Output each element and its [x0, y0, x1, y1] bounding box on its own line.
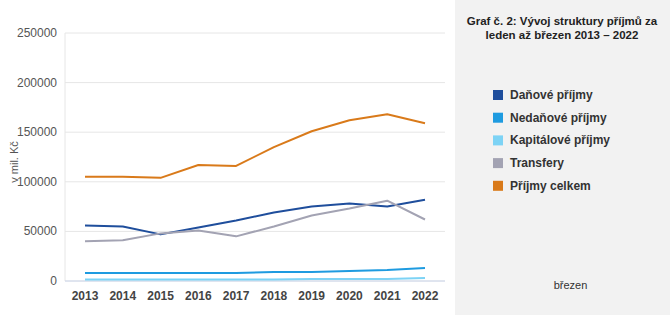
x-tick-label: 2016: [185, 289, 212, 303]
series-line: [85, 278, 425, 279]
chart-wrap: 0 50000 100000 150000 200000 250000 v mil. Kč 2…: [0, 0, 670, 315]
series-line: [85, 268, 425, 273]
x-tick-label: 2022: [412, 289, 439, 303]
grid-line: [65, 33, 445, 34]
x-tick-label: 2018: [261, 289, 288, 303]
legend-swatch: [493, 135, 503, 145]
legend-swatch: [493, 90, 503, 100]
y-tick-label: 150000: [17, 125, 57, 139]
y-axis-line: [65, 33, 66, 281]
series-line: [85, 114, 425, 177]
legend-swatch: [493, 158, 503, 168]
chart-title: Graf č. 2: Vývoj struktury příjmů za led…: [462, 14, 662, 42]
series-line: [85, 200, 425, 235]
series-line: [85, 201, 425, 242]
x-tick-label: 2017: [223, 289, 250, 303]
grid-line: [65, 132, 445, 133]
annotation: březen: [554, 279, 588, 291]
legend-label: Daňové příjmy: [510, 88, 593, 102]
legend-label: Kapitálové příjmy: [510, 133, 610, 147]
x-tick-label: 2019: [298, 289, 325, 303]
legend-label: Transfery: [510, 156, 564, 170]
grid-line: [65, 181, 445, 182]
chart-svg: 0 50000 100000 150000 200000 250000 v mil. Kč 2…: [0, 0, 670, 315]
x-tick-label: 2014: [109, 289, 136, 303]
x-axis-line: [65, 281, 445, 282]
x-tick-label: 2021: [374, 289, 401, 303]
legend-swatch: [493, 181, 503, 191]
x-tick-label: 2015: [147, 289, 174, 303]
y-tick-label: 100000: [17, 175, 57, 189]
y-tick-label: 50000: [24, 224, 58, 238]
legend-panel: [455, 0, 670, 315]
series-group: [85, 114, 425, 279]
y-tick-label: 0: [50, 274, 57, 288]
y-tick-label: 250000: [17, 26, 57, 40]
y-tick-label: 200000: [17, 76, 57, 90]
grid-line: [65, 281, 445, 282]
x-tick-label: 2020: [336, 289, 363, 303]
legend-label: Příjmy celkem: [510, 179, 591, 193]
legend-label: Nedaňové příjmy: [510, 111, 607, 125]
grid-line: [65, 82, 445, 83]
legend-swatch: [493, 113, 503, 123]
y-axis-label: v mil. Kč: [8, 141, 20, 183]
x-tick-label: 2013: [72, 289, 99, 303]
